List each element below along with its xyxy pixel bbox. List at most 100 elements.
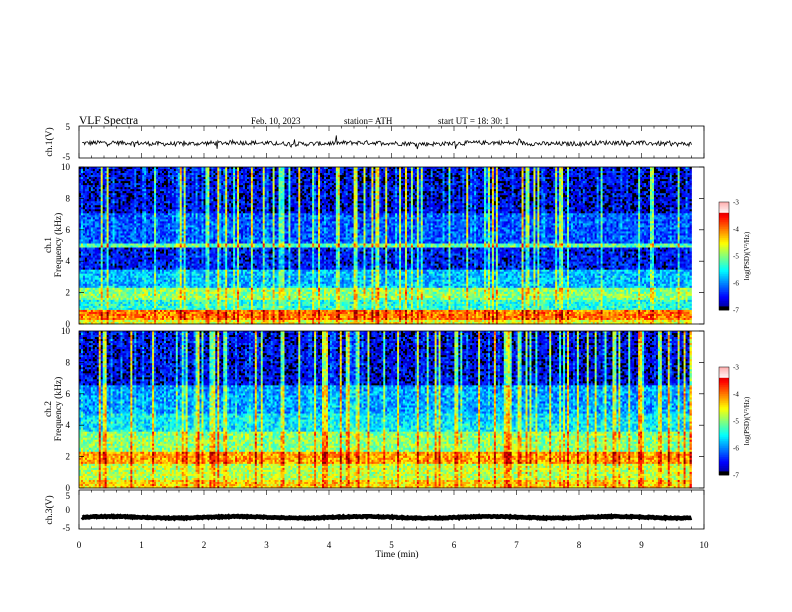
spectrogram-cell <box>114 229 117 232</box>
spectrogram-cell <box>118 207 121 210</box>
spectrogram-cell <box>88 215 92 218</box>
spectrogram-cell <box>102 217 106 220</box>
spectrogram-cell <box>116 183 119 186</box>
spectrogram-cell <box>122 309 125 313</box>
spectrogram-cell <box>106 223 109 226</box>
spectrogram-cell <box>100 249 104 252</box>
spectrogram-cell <box>106 197 109 200</box>
spectrogram-cell <box>102 205 106 208</box>
spectrogram-cell <box>104 273 108 277</box>
spectrogram-cell <box>88 313 92 317</box>
spectrogram-cell <box>90 267 94 270</box>
spectrogram-cell <box>82 261 86 264</box>
spectrogram-cell <box>86 271 90 275</box>
spectrogram-cell <box>90 257 94 260</box>
spectrogram-cell <box>110 303 113 307</box>
spectrogram-cell <box>116 167 119 170</box>
spectrogram-cell <box>96 197 100 200</box>
spectrogram-cell <box>98 317 102 321</box>
spectrogram-cell <box>98 203 102 206</box>
spectrogram-cell <box>82 241 86 244</box>
spectrogram-cell <box>82 247 86 250</box>
spectrogram-cell <box>110 221 113 224</box>
spectrogram-cell <box>100 183 104 186</box>
spectrogram-cell <box>102 259 106 262</box>
spectrogram-cell <box>124 187 127 190</box>
spectrogram-cell <box>122 195 125 198</box>
spectrogram-cell <box>84 179 88 182</box>
spectrogram-cell <box>116 315 119 319</box>
spectrogram-cell <box>80 269 84 273</box>
spectrogram-cell <box>100 195 104 198</box>
spectrogram-cell <box>96 203 100 206</box>
spectrogram-cell <box>102 319 106 323</box>
spectrogram-cell <box>116 219 119 222</box>
spectrogram-cell <box>94 259 98 262</box>
spectrogram-cell <box>82 227 86 230</box>
spectrogram-cell <box>122 255 125 258</box>
spectrogram-cell <box>92 263 96 266</box>
spectrogram-cell <box>102 223 106 226</box>
spectrogram-cell <box>80 169 84 172</box>
spectrogram-cell <box>104 225 108 228</box>
spectrogram-cell <box>88 195 92 198</box>
spectrogram-cell <box>86 283 90 287</box>
spectrogram-cell <box>98 285 102 289</box>
spectrogram-cell <box>100 173 104 176</box>
spectrogram-cell <box>84 225 88 228</box>
spectrogram-cell <box>82 219 86 222</box>
spectrogram-cell <box>90 297 94 301</box>
spectrogram-cell <box>88 171 92 174</box>
spectrogram-cell <box>98 309 102 313</box>
spectrogram-cell <box>80 213 84 216</box>
spectrogram-cell <box>94 317 98 321</box>
spectrogram-cell <box>96 247 100 250</box>
spectrogram-cell <box>100 321 104 325</box>
spectrogram-cell <box>118 215 121 218</box>
spectrogram-cell <box>120 249 123 252</box>
spectrogram-cell <box>94 293 98 297</box>
spectrogram-cell <box>106 297 109 301</box>
spectrogram-cell <box>80 317 84 321</box>
spectrogram-cell <box>118 235 121 238</box>
spectrogram-cell <box>86 235 90 238</box>
spectrogram-cell <box>94 183 98 186</box>
spectrogram-cell <box>102 197 106 200</box>
spectrogram-cell <box>122 253 125 256</box>
spectrogram-cell <box>104 261 108 264</box>
spectrogram-cell <box>118 259 121 262</box>
spectrogram-cell <box>112 273 115 277</box>
spectrogram-cell <box>104 167 108 170</box>
spectrogram-cell <box>92 319 96 323</box>
spectrogram-cell <box>94 195 98 198</box>
spectrogram-cell <box>118 231 121 234</box>
spectrogram-cell <box>98 265 102 268</box>
spectrogram-cell <box>106 233 109 236</box>
spectrogram-cell <box>116 187 119 190</box>
spectrogram-cell <box>79 301 82 305</box>
spectrogram-cell <box>98 175 102 178</box>
spectrogram-cell <box>122 169 125 172</box>
spectrogram-cell <box>102 261 106 264</box>
spectrogram-cell <box>79 299 82 303</box>
spectrogram-cell <box>92 297 96 301</box>
spectrogram-cell <box>100 293 104 297</box>
spectrogram-cell <box>122 291 125 295</box>
spectrogram-cell <box>104 299 108 303</box>
spectrogram-cell <box>116 227 119 230</box>
spectrogram-cell <box>114 199 117 202</box>
spectrogram-cell <box>79 251 82 254</box>
spectrogram-cell <box>96 193 100 196</box>
chart-title: VLF Spectra <box>79 115 138 127</box>
spectrogram-cell <box>98 303 102 307</box>
spectrogram-cell <box>104 223 108 226</box>
spectrogram-cell <box>80 207 84 210</box>
spectrogram-cell <box>116 261 119 264</box>
spectrogram-cell <box>116 193 119 196</box>
spectrogram-cell <box>94 219 98 222</box>
spectrogram-cell <box>114 309 117 313</box>
spectrogram-cell <box>118 179 121 182</box>
spectrogram-cell <box>106 261 109 264</box>
spectrogram-cell <box>82 205 86 208</box>
spectrogram-cell <box>122 171 125 174</box>
